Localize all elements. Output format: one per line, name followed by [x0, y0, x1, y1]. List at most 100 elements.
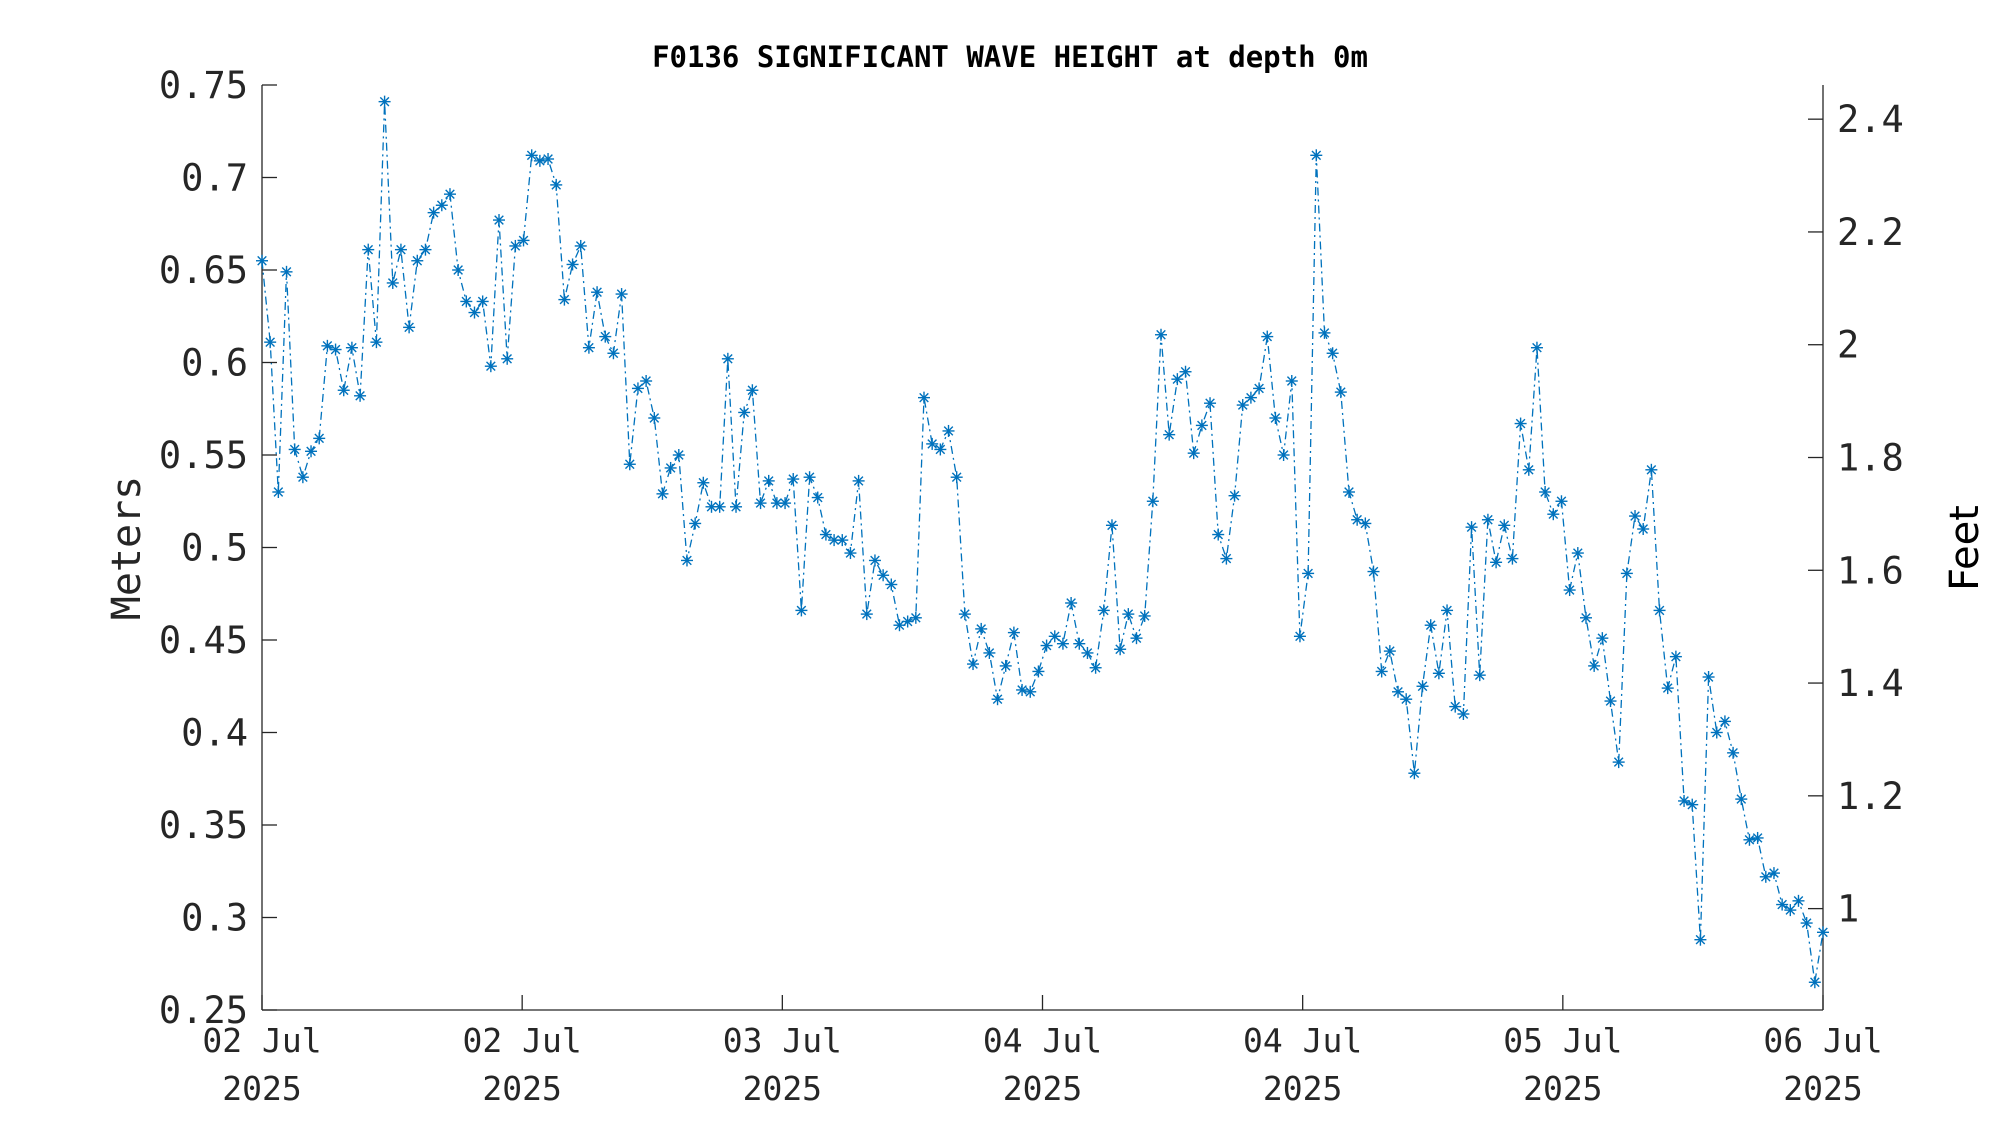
data-point [1473, 669, 1486, 682]
right-y-tick-label: 1.2 [1837, 775, 1904, 818]
y-axis-label-left: Meters [104, 476, 150, 621]
data-point [1808, 976, 1821, 989]
data-point [983, 646, 996, 659]
data-point [1293, 630, 1306, 643]
data-point [329, 343, 342, 356]
data-point [1277, 449, 1290, 461]
data-point [631, 382, 644, 395]
x-tick-label-date: 05 Jul [1503, 1021, 1622, 1060]
y-tick-label: 0.4 [181, 712, 248, 755]
data-point [648, 412, 661, 424]
series-markers-group [256, 95, 1829, 989]
data-point [1016, 683, 1029, 696]
data-point [493, 214, 506, 227]
right-y-tick-label: 2.2 [1837, 211, 1904, 254]
data-point [1596, 632, 1609, 645]
data-point [819, 528, 832, 541]
data-point [1718, 715, 1731, 728]
data-point [354, 389, 367, 402]
data-point [860, 608, 873, 621]
chart-title: F0136 SIGNIFICANT WAVE HEIGHT at depth 0… [652, 40, 1368, 74]
right-y-tick-label: 2 [1837, 324, 1859, 367]
data-point [566, 258, 579, 271]
data-point [1424, 619, 1437, 632]
data-point [509, 239, 522, 252]
data-point [1048, 630, 1061, 643]
data-point [1065, 597, 1078, 609]
data-point [836, 534, 849, 547]
data-point [909, 611, 922, 624]
data-point [1228, 489, 1241, 502]
data-point [1547, 508, 1560, 521]
right-y-tick-label: 2.4 [1837, 98, 1904, 141]
data-point [787, 473, 800, 486]
data-point [468, 306, 481, 319]
data-point [1163, 428, 1176, 441]
data-point [1514, 417, 1527, 430]
data-point [1146, 495, 1159, 508]
data-point [1645, 463, 1658, 476]
data-point [1089, 661, 1102, 674]
data-point [435, 199, 448, 212]
data-point [664, 461, 677, 474]
x-tick-label-date: 04 Jul [983, 1021, 1102, 1060]
data-point [1710, 726, 1723, 739]
right-y-ticks: 1 1.2 1.4 1.6 1.8 2 2.2 2.4 [1808, 98, 1904, 931]
data-point [991, 693, 1004, 706]
data-point [476, 295, 489, 308]
data-point [1539, 486, 1552, 498]
y-tick-label: 0.25 [159, 989, 248, 1032]
data-point [256, 254, 268, 267]
data-point [362, 243, 375, 256]
data-point [803, 471, 816, 484]
data-point [1637, 523, 1650, 535]
data-point [1792, 894, 1805, 907]
data-point [1669, 650, 1682, 663]
data-point [582, 341, 595, 354]
y-tick-label: 0.35 [159, 804, 248, 847]
data-point [1302, 567, 1315, 580]
data-point [1588, 659, 1601, 672]
data-point [1285, 375, 1298, 387]
data-point [958, 608, 971, 621]
data-point [1449, 700, 1462, 713]
data-point [1310, 149, 1323, 162]
data-point [917, 391, 930, 404]
data-point [1359, 517, 1372, 530]
data-point [484, 360, 497, 373]
data-point [942, 424, 955, 437]
data-point [501, 352, 514, 365]
data-point [1138, 609, 1151, 622]
series-line-group [261, 101, 1824, 983]
data-point [591, 286, 604, 299]
data-point [1007, 626, 1020, 639]
data-point [443, 188, 456, 201]
data-point [1032, 665, 1045, 678]
data-point [1122, 608, 1135, 621]
data-point [901, 615, 914, 628]
data-point [1563, 584, 1576, 597]
data-point [1457, 708, 1470, 720]
data-point [1400, 693, 1413, 706]
x-tick-label-year: 2025 [1003, 1069, 1082, 1108]
y-tick-label: 0.55 [159, 434, 248, 477]
data-point [926, 437, 939, 450]
data-point [656, 487, 669, 500]
data-point [1220, 552, 1233, 565]
data-point [689, 517, 702, 530]
data-point [1767, 867, 1780, 880]
x-ticks: 02 Jul 2025 02 Jul 2025 03 Jul 2025 04 Jul 2025… [202, 995, 1883, 1108]
left-y-ticks: 0.25 0.3 0.35 0.4 0.45 0.5 0.55 0.6 0.65 0.7 0.75 [159, 64, 277, 1032]
data-point [1392, 685, 1405, 698]
data-point [272, 486, 285, 498]
data-point [1817, 926, 1829, 939]
data-point [378, 95, 391, 108]
data-point [1342, 486, 1355, 498]
data-point [1130, 632, 1143, 645]
data-point [967, 658, 980, 671]
x-tick-label-date: 03 Jul [723, 1021, 842, 1060]
data-point [599, 330, 612, 343]
data-point [550, 178, 563, 191]
data-point [288, 443, 301, 456]
